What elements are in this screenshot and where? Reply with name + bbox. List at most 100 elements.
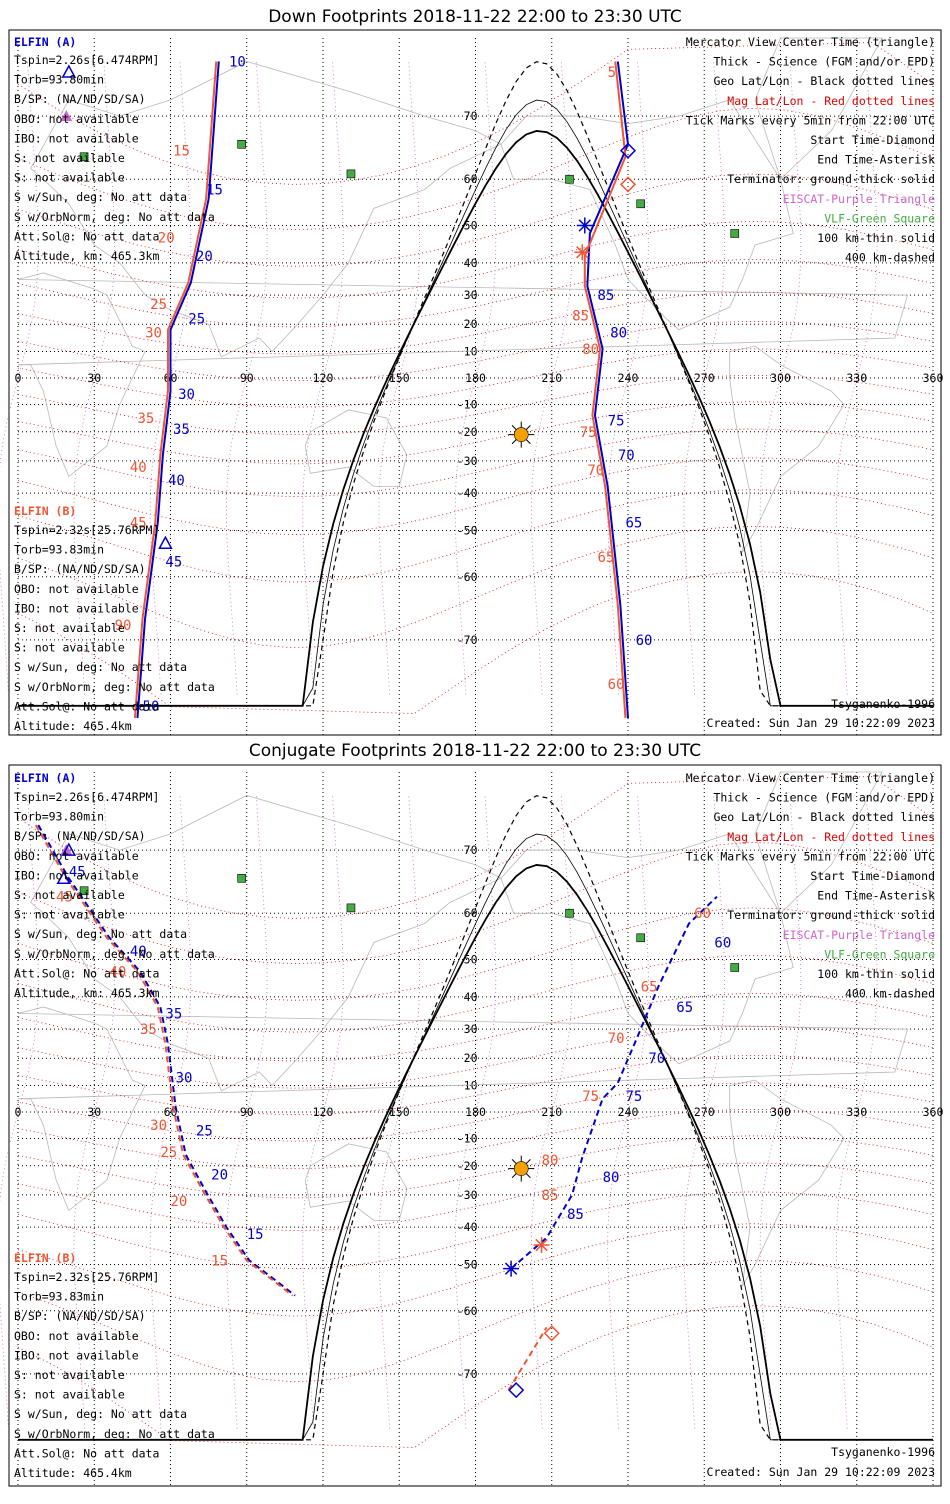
mag-lat-line (17, 173, 934, 267)
y-tick-label: -50 (457, 524, 478, 538)
view-center-triangle (158, 535, 173, 549)
magnetic-grid-0 (0, 42, 934, 714)
info-line: OBO: not available (14, 849, 139, 863)
legend-entry: End Time-Asterisk (817, 153, 935, 167)
mag-lon-line (378, 795, 420, 1429)
y-tick-label: 70 (464, 843, 478, 857)
legend-entry: Mag Lat/Lon - Red dotted lines (727, 94, 935, 108)
mag-lat-line (17, 954, 934, 1033)
mag-lon-line (226, 795, 268, 1429)
legend-entry: Start Time-Diamond (810, 133, 935, 147)
legend-entry: 100 km-thin solid (817, 231, 935, 245)
elfin-a-info-0: Tspin=2.26s[6.474RPM] Torb=93.80min B/SP: … (14, 53, 215, 263)
x-tick-label: 90 (240, 1105, 254, 1119)
info-line: Att.Sol@: No att data (14, 229, 159, 243)
track-time-label: 45 (165, 555, 182, 571)
info-line: OBO: not available (14, 582, 139, 596)
track-time-label: 45 (69, 865, 86, 881)
info-line: S w/Sun, deg: No att data (14, 190, 187, 204)
mag-lat-line (17, 1191, 934, 1270)
eiscat-triangle (60, 110, 73, 122)
mag-lon-line (836, 795, 878, 1429)
info-line: Tspin=2.26s[6.474RPM] (14, 790, 159, 804)
x-tick-label: 270 (694, 371, 715, 385)
y-tick-label: -20 (457, 425, 478, 439)
y-tick-label: 50 (464, 952, 478, 966)
end-asterisk (578, 219, 591, 232)
track-time-label: 25 (196, 1123, 213, 1139)
vlf-station (346, 903, 356, 913)
track-time-label: 70 (608, 1031, 625, 1047)
legend-entry: 400 km-dashed (845, 987, 935, 1001)
legend-entry: 400 km-dashed (845, 251, 935, 265)
mag-lon-line (454, 795, 497, 1429)
track-time-label: 45 (130, 516, 147, 532)
vlf-station (237, 139, 246, 149)
view-center-triangle (61, 842, 77, 856)
info-line: Tspin=2.26s[6.474RPM] (14, 53, 159, 67)
info-line: B/SP: (NA/ND/SD/SA) (14, 92, 146, 106)
track-time-label: 75 (608, 414, 625, 430)
mag-lon-line (302, 795, 344, 1429)
mag-lon-line (683, 795, 725, 1429)
y-tick-label: 30 (464, 1022, 478, 1036)
info-line: Altitude: 465.4km (14, 719, 132, 733)
info-line: IBO: not available (14, 1348, 139, 1362)
coastline (729, 1079, 845, 1287)
mag-lon-line (607, 795, 649, 1429)
info-line: S: not available (14, 1388, 125, 1402)
footprint-track (583, 61, 627, 719)
info-line: S w/OrbNorm, deg: No att data (14, 947, 215, 961)
track-time-label: 65 (598, 550, 615, 566)
mag-lat-line (17, 428, 934, 497)
x-tick-label: 30 (87, 371, 101, 385)
mag-lon-line (607, 61, 649, 695)
mag-lat-line (17, 1162, 934, 1231)
y-tick-label: 40 (464, 256, 478, 270)
track-time-label: 85 (572, 309, 589, 325)
track-time-label: 60 (714, 935, 731, 951)
track-time-label: 15 (206, 182, 223, 198)
y-tick-label: -40 (457, 1220, 478, 1234)
view-center-triangle (56, 870, 72, 885)
info-line: S w/OrbNorm, deg: No att data (14, 1427, 215, 1441)
x-tick-label: 90 (240, 371, 254, 385)
vlf-station (636, 933, 646, 943)
legend-entry: Tick Marks every 5min from 22:00 UTC (686, 113, 935, 127)
mag-lat-line (17, 107, 934, 230)
vlf-station (79, 886, 89, 896)
vlf-station (730, 963, 740, 972)
legend-1: Mercator View Center Time (triangle) Thic… (686, 771, 935, 1001)
mag-lon-line (73, 61, 115, 695)
track-time-label: 75 (582, 1089, 599, 1105)
info-line: S: not available (14, 908, 125, 922)
vlf-station (79, 152, 89, 162)
info-line: Altitude: 465.4km (14, 1466, 132, 1480)
y-tick-label: -70 (457, 1367, 478, 1381)
coastline (304, 1143, 408, 1221)
footprint-track (133, 61, 218, 719)
y-tick-label: -10 (457, 1131, 478, 1145)
x-tick-label: 180 (465, 371, 486, 385)
created-label: Created: Sun Jan 29 10:22:09 2023 (707, 716, 936, 730)
sun-icon (513, 1161, 529, 1176)
info-line: Tspin=2.32s[25.76RPM] (14, 523, 159, 537)
elfin-a-header: ELFIN (A) (14, 35, 76, 49)
track-time-label: 70 (618, 448, 635, 464)
footprint-track (510, 895, 718, 1270)
y-tick-label: -50 (457, 1258, 478, 1272)
y-tick-label: 60 (464, 172, 478, 186)
y-tick-label: 60 (464, 906, 478, 920)
x-tick-label: 150 (389, 1105, 410, 1119)
info-line: S: not available (14, 1368, 125, 1382)
y-tick-label: -10 (457, 397, 478, 411)
track-time-label: 25 (150, 297, 167, 313)
x-tick-label: 180 (465, 1105, 486, 1119)
track-time-label: 35 (137, 411, 154, 427)
legend-entry: Mercator View Center Time (triangle) (686, 771, 935, 785)
x-tick-label: 300 (770, 371, 791, 385)
y-tick-label: 40 (464, 990, 478, 1004)
info-line: Torb=93.83min (14, 543, 104, 557)
y-tick-label: 50 (464, 218, 478, 232)
x-tick-label: 330 (846, 371, 867, 385)
